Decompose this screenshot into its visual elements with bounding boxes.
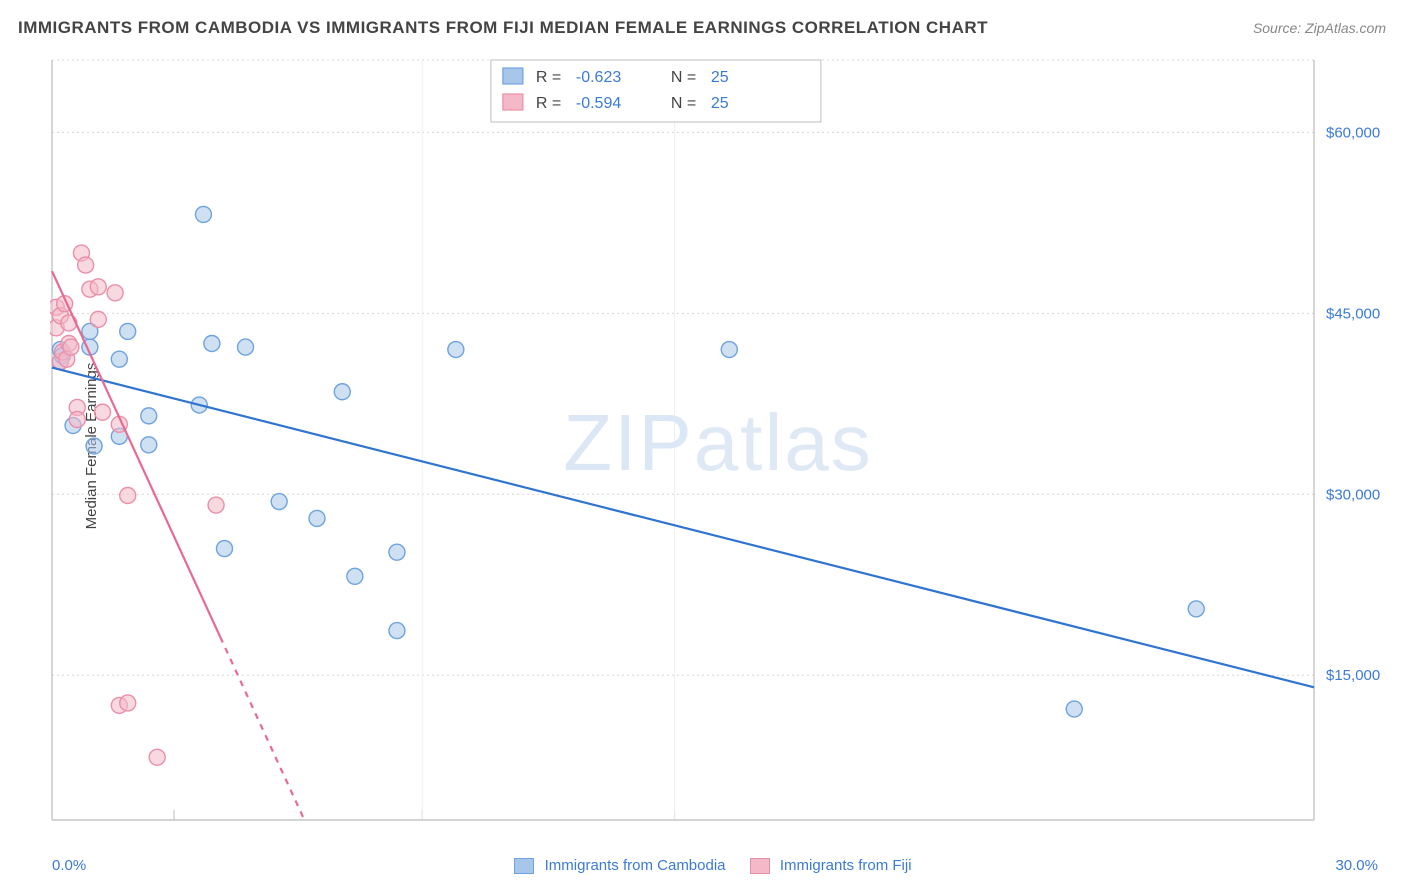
bottom-legend: Immigrants from Cambodia Immigrants from… bbox=[0, 857, 1406, 874]
svg-text:25: 25 bbox=[711, 69, 729, 86]
legend-swatch-cambodia bbox=[514, 858, 534, 874]
scatter-svg: $15,000 $30,000 $45,000 $60,000 R = -0.623 N =… bbox=[50, 54, 1386, 832]
legend-label-cambodia: Immigrants from Cambodia bbox=[545, 857, 726, 874]
legend-swatch-fiji bbox=[750, 858, 770, 874]
svg-text:-0.594: -0.594 bbox=[576, 95, 621, 112]
svg-text:N =: N = bbox=[671, 95, 696, 112]
source-credit: Source: ZipAtlas.com bbox=[1253, 20, 1386, 36]
svg-text:$60,000: $60,000 bbox=[1326, 124, 1380, 141]
chart-title: IMMIGRANTS FROM CAMBODIA VS IMMIGRANTS F… bbox=[18, 18, 988, 38]
svg-text:R =: R = bbox=[536, 95, 561, 112]
svg-text:R =: R = bbox=[536, 69, 561, 86]
svg-text:-0.623: -0.623 bbox=[576, 69, 621, 86]
svg-text:$30,000: $30,000 bbox=[1326, 486, 1380, 503]
svg-text:$15,000: $15,000 bbox=[1326, 667, 1380, 684]
chart-plot-area: ZIPatlas $15,000$30,000$45,000$60,000R =… bbox=[50, 54, 1386, 832]
svg-text:$45,000: $45,000 bbox=[1326, 305, 1380, 322]
svg-text:N =: N = bbox=[671, 69, 696, 86]
svg-text:25: 25 bbox=[711, 95, 729, 112]
legend-label-fiji: Immigrants from Fiji bbox=[780, 857, 912, 874]
